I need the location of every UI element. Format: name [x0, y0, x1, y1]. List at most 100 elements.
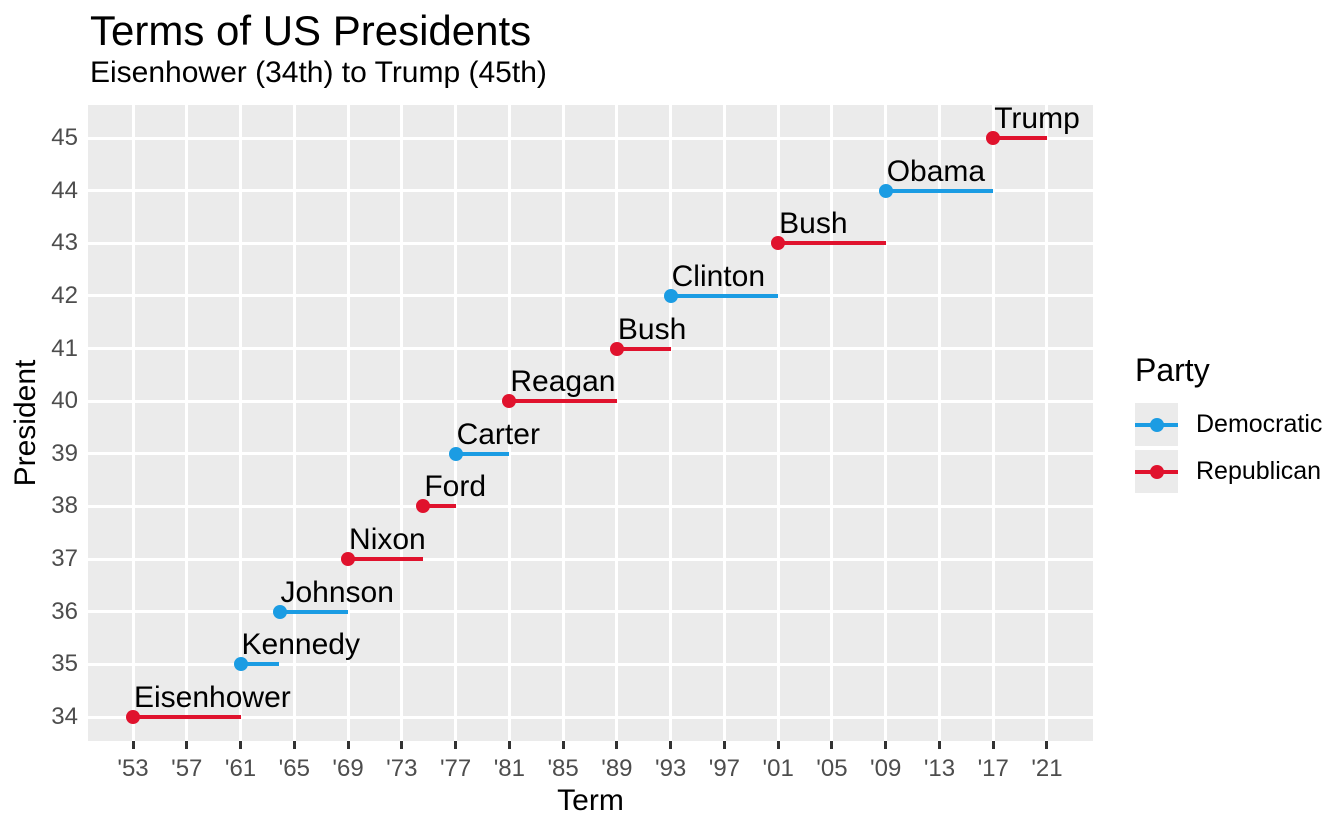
president-term-segment — [133, 715, 241, 719]
president-term-start-dot — [502, 394, 517, 409]
president-term-start-dot — [878, 183, 893, 198]
x-axis-tick-label: '57 — [171, 755, 203, 782]
y-axis-tick-label: 36 — [51, 597, 78, 625]
x-axis-tick-label: '93 — [654, 755, 687, 782]
legend-title: Party — [1135, 352, 1210, 388]
x-axis-tick-label: '09 — [870, 755, 902, 782]
president-term-start-dot — [126, 710, 140, 724]
x-axis-tick-label: '65 — [278, 755, 310, 782]
y-axis-tick-label: 44 — [51, 176, 78, 204]
y-axis-tick-label: 38 — [51, 492, 78, 520]
legend: Party Democratic Republican — [1135, 352, 1322, 497]
x-axis-tick-label: '05 — [816, 755, 848, 782]
y-axis-tick-label: 45 — [51, 124, 78, 151]
president-term-segment — [240, 662, 280, 667]
x-axis-tick — [669, 741, 673, 749]
gridline-vertical — [615, 105, 619, 741]
y-axis-tick-label: 35 — [51, 650, 78, 678]
gridline-vertical — [561, 105, 565, 741]
president-name-label: Carter — [456, 417, 540, 451]
president-term-start-dot — [272, 604, 287, 619]
gridline-vertical — [1045, 105, 1049, 741]
x-axis-title: Term — [557, 784, 624, 817]
president-name-label: Trump — [994, 105, 1080, 136]
x-axis-tick-label: '17 — [977, 755, 1009, 782]
president-term-segment — [993, 136, 1047, 140]
gridline-horizontal — [88, 715, 1093, 719]
gridline-horizontal — [88, 347, 1093, 351]
president-term-start-dot — [341, 552, 356, 567]
x-axis-tick-label: '81 — [493, 755, 525, 782]
y-axis-tick-label: 37 — [51, 545, 78, 573]
x-axis: '53 '57 '61 '65 '69 '73 '77 '81 '85 '89 '93 '97 '01 '… — [88, 741, 1093, 811]
x-axis-tick — [937, 741, 941, 749]
y-axis-tick-label: 39 — [51, 439, 78, 467]
x-axis-tick — [615, 741, 619, 749]
x-axis-tick-label: '53 — [117, 755, 149, 782]
legend-key-dot-icon — [1149, 464, 1164, 479]
legend-key-dot-icon — [1149, 417, 1164, 432]
y-axis-tick-label: 42 — [51, 281, 78, 309]
y-axis-tick-label: 41 — [51, 334, 78, 362]
gridline-vertical — [722, 105, 726, 741]
gridline-vertical — [185, 105, 189, 741]
chart-title: Terms of US Presidents — [90, 7, 532, 54]
gridline-horizontal — [88, 610, 1093, 614]
x-axis-tick-label: '73 — [386, 755, 418, 782]
gridline-horizontal — [88, 241, 1093, 245]
gridline-vertical — [454, 105, 458, 741]
gridline-horizontal — [88, 136, 1093, 140]
legend-item: Republican — [1135, 450, 1322, 493]
x-axis-tick-label: '61 — [224, 755, 257, 782]
president-name-label: Nixon — [349, 523, 426, 557]
gridline-horizontal — [88, 662, 1093, 666]
gridline-vertical — [292, 105, 296, 741]
x-axis-tick-label: '77 — [439, 755, 472, 782]
president-term-segment — [670, 293, 779, 298]
president-name-label: Johnson — [280, 575, 394, 609]
x-axis-tick — [185, 741, 189, 749]
president-name-label: Obama — [886, 154, 986, 188]
legend-key — [1135, 450, 1178, 493]
president-name-label: Eisenhower — [134, 681, 291, 714]
x-axis-tick-label: '89 — [601, 755, 633, 782]
legend-entry-label: Republican — [1196, 457, 1322, 485]
plot-panel: Eisenhower Kennedy Johnson Nixon Ford Carter R… — [88, 105, 1093, 741]
president-term-segment — [885, 188, 994, 193]
gridline-vertical — [131, 105, 135, 741]
y-axis-tick-label: 34 — [51, 703, 78, 730]
legend-items: Democratic Republican — [1135, 403, 1322, 493]
x-axis-tick-label: '85 — [547, 755, 579, 782]
x-axis-tick-label: '21 — [1031, 755, 1063, 782]
gridline-vertical — [507, 105, 511, 741]
x-axis-tick — [561, 741, 565, 749]
gridline-vertical — [400, 105, 404, 741]
y-axis: 34 35 36 37 38 39 40 41 42 43 44 45 — [0, 105, 78, 741]
gridline-vertical — [776, 105, 780, 741]
x-axis-tick-label: '69 — [332, 755, 364, 782]
gridline-vertical — [884, 105, 888, 741]
president-term-segment — [616, 346, 671, 351]
president-name-label: Kennedy — [241, 628, 360, 662]
x-axis-tick — [830, 741, 834, 749]
president-term-start-dot — [416, 499, 431, 514]
president-name-label: Bush — [779, 207, 848, 241]
gridline-horizontal — [88, 557, 1093, 561]
x-axis-tick-label: '13 — [923, 755, 956, 782]
x-axis-tick — [292, 741, 296, 749]
gridline-vertical — [669, 105, 673, 741]
president-term-start-dot — [663, 288, 678, 303]
x-axis-tick — [722, 741, 726, 749]
gridline-vertical — [346, 105, 350, 741]
gridline-horizontal — [88, 504, 1093, 508]
x-axis-tick — [400, 741, 404, 749]
president-term-segment — [778, 241, 886, 246]
president-term-start-dot — [448, 446, 463, 461]
x-axis-tick — [1045, 741, 1049, 749]
gridline-horizontal — [88, 189, 1093, 193]
x-axis-tick — [454, 741, 458, 749]
x-axis-tick — [884, 741, 888, 749]
x-axis-tick — [131, 741, 135, 749]
legend-item: Democratic — [1135, 403, 1322, 446]
